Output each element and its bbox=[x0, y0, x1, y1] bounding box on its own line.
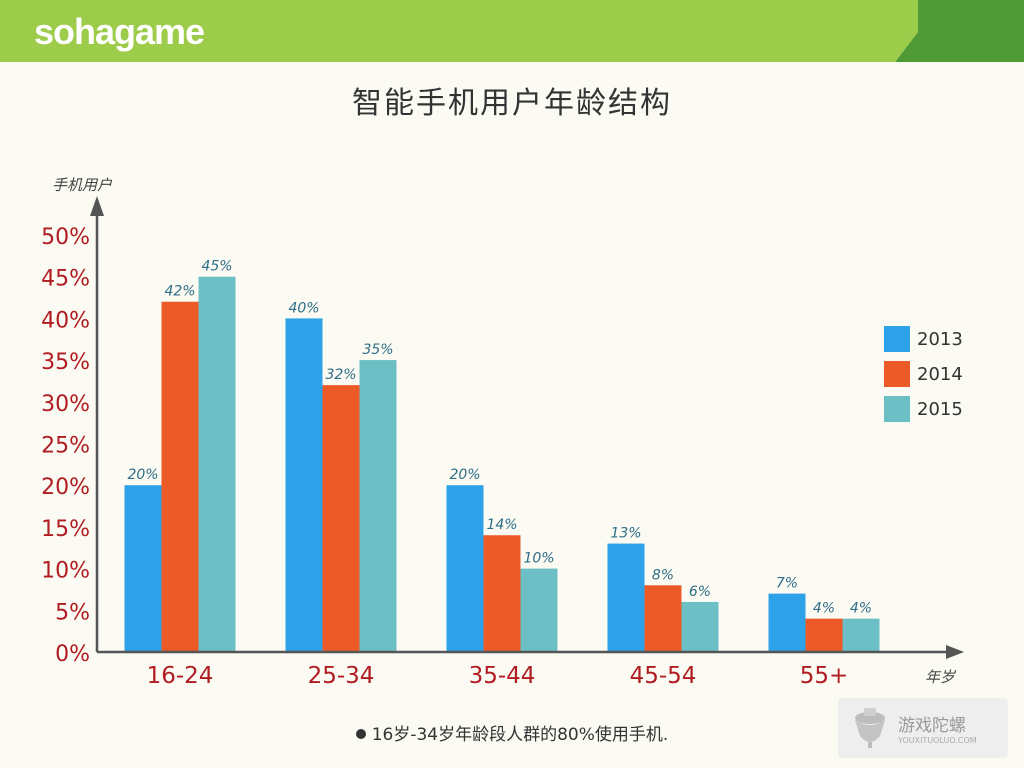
bullet-icon bbox=[355, 729, 366, 739]
x-tick-label: 35-44 bbox=[469, 663, 536, 689]
y-tick-label: 15% bbox=[41, 517, 90, 542]
bar-2014-16-24 bbox=[161, 301, 199, 652]
y-tick-label: 45% bbox=[41, 267, 90, 292]
watermark-text: 游戏陀螺 bbox=[898, 716, 966, 736]
legend-label: 2014 bbox=[917, 363, 963, 385]
legend-item-2014: 2014 bbox=[884, 361, 963, 387]
watermark-url: YOUXITUOLUO.COM bbox=[898, 736, 977, 745]
x-tick-label: 16-24 bbox=[147, 663, 214, 689]
bar-2015-25-34 bbox=[359, 360, 397, 652]
y-tick-label: 35% bbox=[41, 350, 90, 375]
chart-legend: 2013 2014 2015 bbox=[884, 326, 963, 431]
footnote: 16岁-34岁年龄段人群的80%使用手机. bbox=[0, 720, 1024, 745]
bar-chart: 0% 5% 10% 15% 20% 25% 30% 35% 40% 45% 50% 20% 42% 45… bbox=[41, 176, 964, 689]
legend-item-2015: 2015 bbox=[884, 396, 963, 422]
bar-2013-55+ bbox=[768, 593, 806, 652]
data-label: 6% bbox=[689, 584, 711, 600]
bar-2014-55+ bbox=[805, 618, 843, 652]
x-axis-arrow bbox=[946, 645, 964, 659]
spinning-top-icon bbox=[855, 708, 885, 748]
x-tick-label: 25-34 bbox=[308, 663, 375, 689]
data-label: 20% bbox=[449, 467, 480, 483]
x-axis-ticks: 16-24 25-34 35-44 45-54 55+ bbox=[147, 663, 849, 689]
legend-swatch-2014 bbox=[884, 361, 910, 387]
brand-logo: sohagame bbox=[34, 11, 204, 52]
data-label: 8% bbox=[652, 567, 674, 583]
bar-2013-16-24 bbox=[124, 485, 162, 652]
data-label: 32% bbox=[325, 367, 356, 383]
legend-swatch-2013 bbox=[884, 326, 910, 352]
bar-2013-35-44 bbox=[446, 485, 484, 652]
y-tick-label: 25% bbox=[41, 434, 90, 459]
y-tick-label: 50% bbox=[41, 225, 90, 250]
footnote-text: 16岁-34岁年龄段人群的80%使用手机. bbox=[371, 725, 669, 745]
bar-2014-45-54 bbox=[644, 585, 682, 652]
y-tick-label: 10% bbox=[41, 559, 90, 584]
data-label: 20% bbox=[127, 467, 158, 483]
y-axis-label: 手机用户 bbox=[52, 176, 113, 194]
data-label: 4% bbox=[813, 601, 835, 617]
data-label: 42% bbox=[164, 284, 195, 300]
bar-2015-16-24 bbox=[198, 276, 236, 652]
data-label: 13% bbox=[610, 526, 641, 542]
legend-swatch-2015 bbox=[884, 396, 910, 422]
y-tick-label: 40% bbox=[41, 308, 90, 333]
bar-2015-35-44 bbox=[520, 568, 558, 652]
data-label: 4% bbox=[850, 601, 872, 617]
legend-label: 2013 bbox=[917, 328, 963, 350]
bar-2014-35-44 bbox=[483, 535, 521, 652]
bar-2013-45-54 bbox=[607, 543, 645, 652]
y-tick-label: 20% bbox=[41, 475, 90, 500]
data-label: 7% bbox=[776, 576, 798, 592]
y-axis-ticks: 0% 5% 10% 15% 20% 25% 30% 35% 40% 45% 50% bbox=[41, 225, 90, 667]
data-label: 45% bbox=[201, 259, 232, 275]
bar-2013-25-34 bbox=[285, 318, 323, 652]
data-label: 10% bbox=[523, 551, 554, 567]
x-axis-label: 年岁 bbox=[925, 668, 957, 686]
data-label: 35% bbox=[362, 342, 393, 358]
bar-2015-55+ bbox=[842, 618, 880, 652]
y-tick-label: 30% bbox=[41, 392, 90, 417]
header-light-band bbox=[0, 0, 918, 62]
legend-label: 2015 bbox=[917, 398, 963, 420]
data-label: 40% bbox=[288, 300, 319, 316]
bar-2015-45-54 bbox=[681, 601, 719, 652]
watermark-badge: 游戏陀螺 YOUXITUOLUO.COM bbox=[838, 698, 1008, 758]
legend-item-2013: 2013 bbox=[884, 326, 963, 352]
bars bbox=[124, 276, 880, 652]
y-tick-label: 5% bbox=[55, 600, 90, 625]
bar-2014-25-34 bbox=[322, 385, 360, 652]
y-axis-arrow bbox=[90, 196, 104, 216]
y-tick-label: 0% bbox=[55, 642, 90, 667]
header-banner: sohagame bbox=[0, 0, 1024, 62]
bar-data-labels: 20% 42% 45% 40% 32% 35% 20% 14% 10% 13% 8% 6% 7% 4% 4% bbox=[127, 259, 872, 617]
x-tick-label: 55+ bbox=[800, 663, 849, 689]
x-tick-label: 45-54 bbox=[630, 663, 697, 689]
data-label: 14% bbox=[486, 517, 517, 533]
page-title: 智能手机用户年龄结构 bbox=[352, 86, 672, 121]
